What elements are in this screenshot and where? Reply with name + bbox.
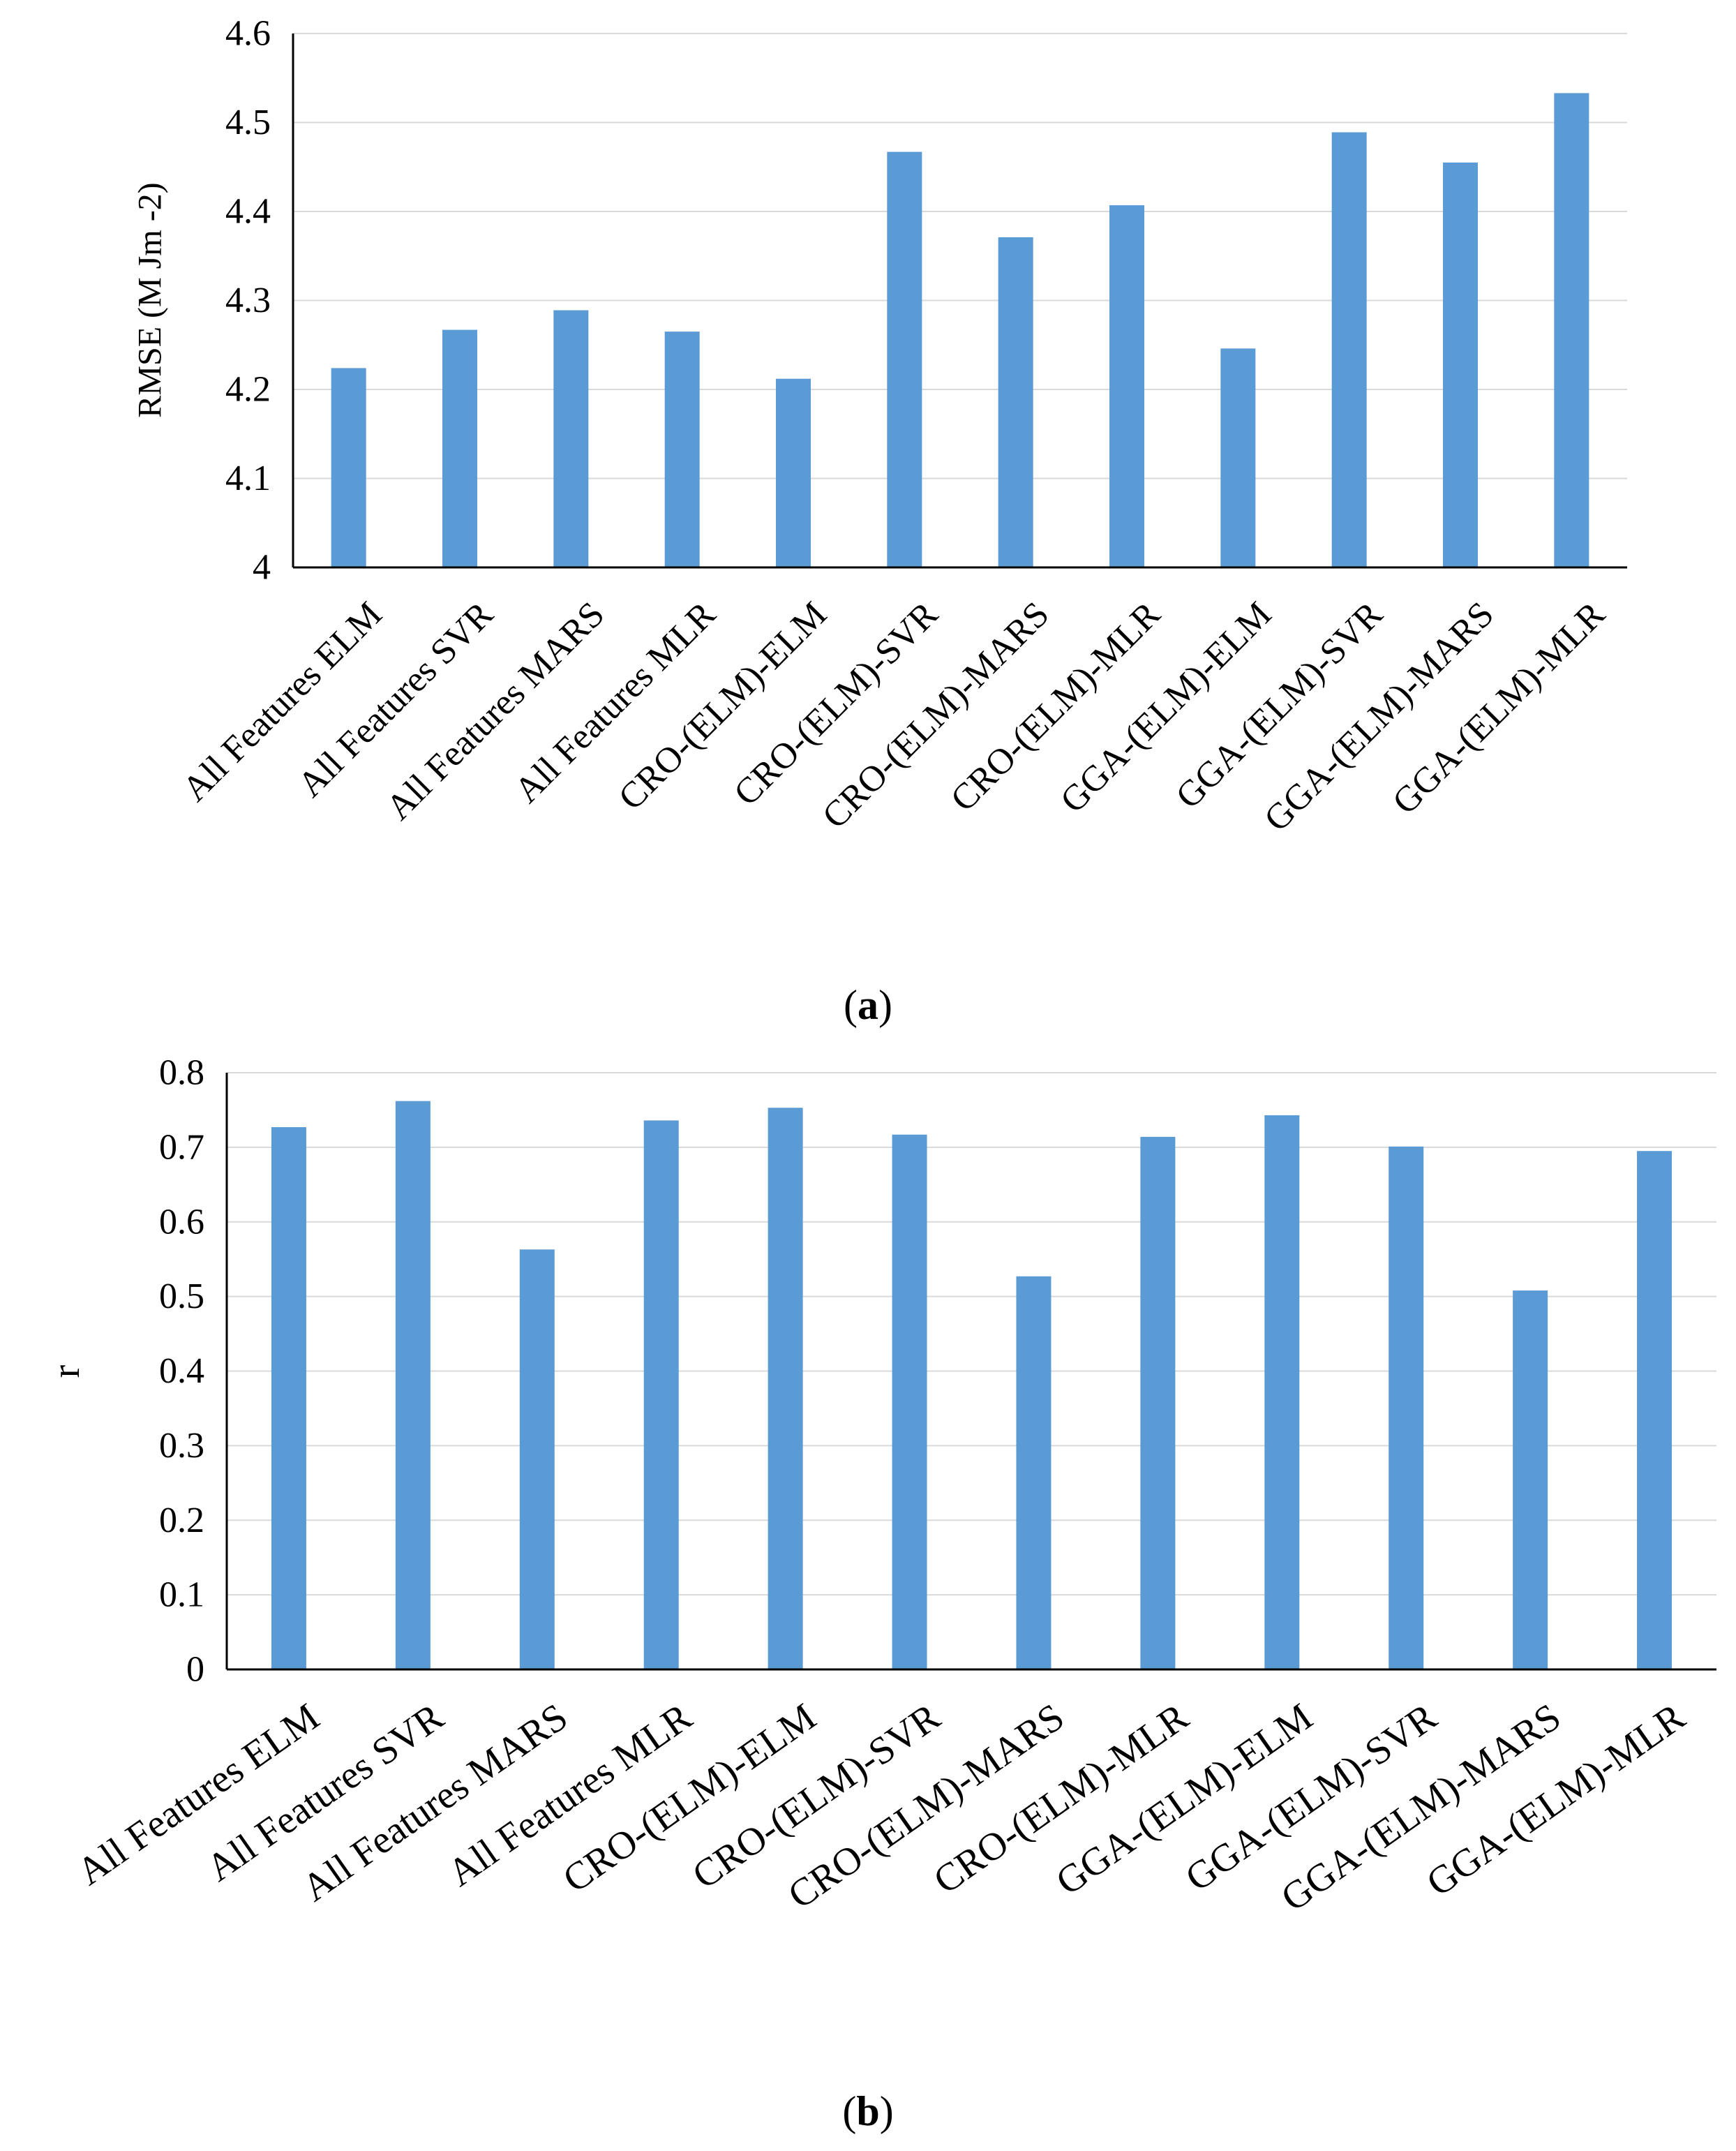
bar-gga-elm-elm [1264,1115,1300,1669]
bar-gga-elm-mars [1513,1290,1548,1669]
y-tick-label: 0.8 [159,1053,204,1093]
bar-gga-elm-svr [1389,1146,1424,1669]
y-tick-label: 0.7 [159,1127,204,1167]
bar-cro-elm-elm [768,1108,803,1669]
bar-all-features-mars [553,310,589,567]
bar-all-features-elm [271,1127,306,1669]
y-tick-label: 0.6 [159,1202,204,1242]
bar-cro-elm-mars [1016,1276,1052,1669]
bar-gga-elm-svr [1331,132,1367,567]
bar-all-features-mars [519,1249,555,1669]
y-tick-label: 4.3 [225,281,271,320]
x-tick-label: CRO-(ELM)-ELM [611,595,835,818]
y-tick-label: 0.3 [159,1426,204,1466]
x-tick-label: GGA-(ELM)-SVR [1169,594,1391,816]
y-tick-label: 4 [253,548,271,588]
x-tick-label: All Features ELM [175,595,390,810]
panel-caption: (b) [842,2088,893,2134]
y-tick-label: 4.2 [225,370,271,410]
bar-all-features-svr [442,329,477,567]
x-tick-label: All Features MLR [507,594,724,810]
x-tick-label: CRO-(ELM)-SVR [726,594,945,813]
bar-gga-elm-mars [1443,162,1478,567]
bar-cro-elm-svr [892,1134,927,1669]
y-axis-title: r [45,1364,88,1378]
x-tick-label: GGA-(ELM)-ELM [1053,595,1279,821]
x-tick-label: All Features SVR [290,594,501,805]
bar-cro-elm-mlr [1109,205,1144,567]
bar-cro-elm-elm [776,378,811,567]
bar-all-features-mlr [643,1120,679,1669]
y-tick-label: 4.6 [225,14,271,54]
bar-cro-elm-svr [887,151,922,567]
x-tick-label: GGA-(ELM)-MLR [1385,594,1612,821]
y-tick-label: 0.2 [159,1501,204,1540]
y-tick-label: 0.1 [159,1575,204,1615]
y-tick-label: 0 [186,1650,204,1690]
bar-gga-elm-mlr [1637,1151,1673,1669]
y-tick-label: 4.5 [225,103,271,142]
bar-all-features-mlr [664,332,700,567]
y-tick-label: 0.4 [159,1351,204,1391]
bar-all-features-elm [331,368,366,567]
bar-cro-elm-mlr [1140,1136,1176,1669]
y-tick-label: 4.4 [225,192,271,232]
y-axis-title: RMSE (M Jm -2) [132,182,169,417]
panel-caption: (a) [844,982,892,1028]
bar-gga-elm-elm [1220,348,1256,567]
x-tick-label: All Features MARS [379,595,612,828]
x-tick-label: CRO-(ELM)-MLR [943,594,1168,819]
bar-cro-elm-mars [998,237,1033,567]
bar-gga-elm-mlr [1554,93,1589,568]
bar-all-features-svr [395,1101,431,1669]
y-tick-label: 4.1 [225,459,271,498]
y-tick-label: 0.5 [159,1277,204,1316]
